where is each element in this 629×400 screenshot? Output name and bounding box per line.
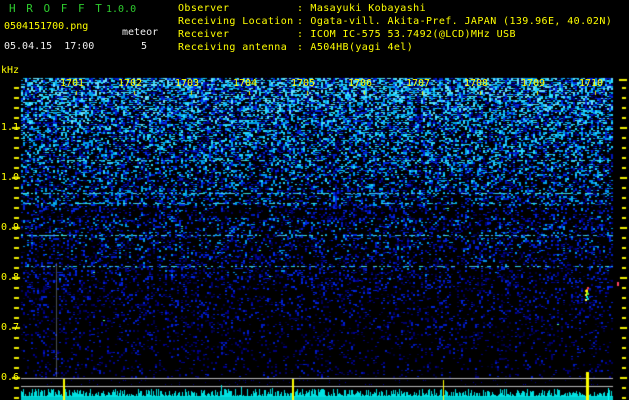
station-info-block: Observer: Masayuki Kobayashi Receiving Lo…	[178, 3, 612, 55]
x-tick-label: 1707	[406, 78, 431, 89]
datetime-label: 05.04.15 17:00	[4, 41, 95, 52]
x-tick-label: 1710	[579, 78, 604, 89]
info-row-observer: Observer: Masayuki Kobayashi	[178, 3, 612, 16]
info-label: Receiver	[178, 29, 230, 40]
y-axis-unit: kHz	[1, 65, 20, 76]
mode-label: meteor	[122, 27, 159, 38]
info-value: A504HB(yagi 4el)	[310, 42, 414, 53]
x-tick-label: 1708	[464, 78, 489, 89]
info-value: Masayuki Kobayashi	[310, 3, 426, 14]
x-tick-label: 1701	[60, 78, 85, 89]
y-tick-label: 0.8	[0, 272, 19, 283]
x-tick-label: 1706	[348, 78, 373, 89]
app-version: 1.0.0	[106, 4, 137, 15]
info-label: Receiving antenna	[178, 42, 288, 53]
app-title: H R O F F T	[9, 2, 104, 15]
output-filename: 0504151700.png	[4, 21, 89, 32]
info-separator: :	[297, 3, 304, 14]
y-tick-label: 0.9	[0, 222, 19, 233]
info-row-receiver: Receiver: ICOM IC-575 53.7492(@LCD)MHz US…	[178, 29, 612, 42]
y-tick-label: 1.0	[0, 172, 19, 183]
y-tick-label: 1.1	[0, 122, 19, 133]
info-separator: :	[297, 29, 304, 40]
x-tick-label: 1705	[291, 78, 316, 89]
x-tick-label: 1702	[118, 78, 143, 89]
info-row-location: Receiving Location: Ogata-vill. Akita-Pre…	[178, 16, 612, 29]
info-value: ICOM IC-575 53.7492(@LCD)MHz USB	[310, 29, 516, 40]
echo-count: 5	[141, 41, 148, 52]
info-separator: :	[297, 42, 304, 53]
y-tick-label: 0.7	[0, 322, 19, 333]
x-tick-label: 1703	[175, 78, 200, 89]
x-tick-label: 1704	[233, 78, 258, 89]
info-row-antenna: Receiving antenna: A504HB(yagi 4el)	[178, 42, 612, 55]
info-label: Receiving Location	[178, 16, 294, 27]
x-tick-label: 1709	[521, 78, 546, 89]
info-value: Ogata-vill. Akita-Pref. JAPAN (139.96E, …	[310, 16, 613, 27]
info-label: Observer	[178, 3, 230, 14]
y-tick-label: 0.6	[0, 372, 19, 383]
info-separator: :	[297, 16, 304, 27]
